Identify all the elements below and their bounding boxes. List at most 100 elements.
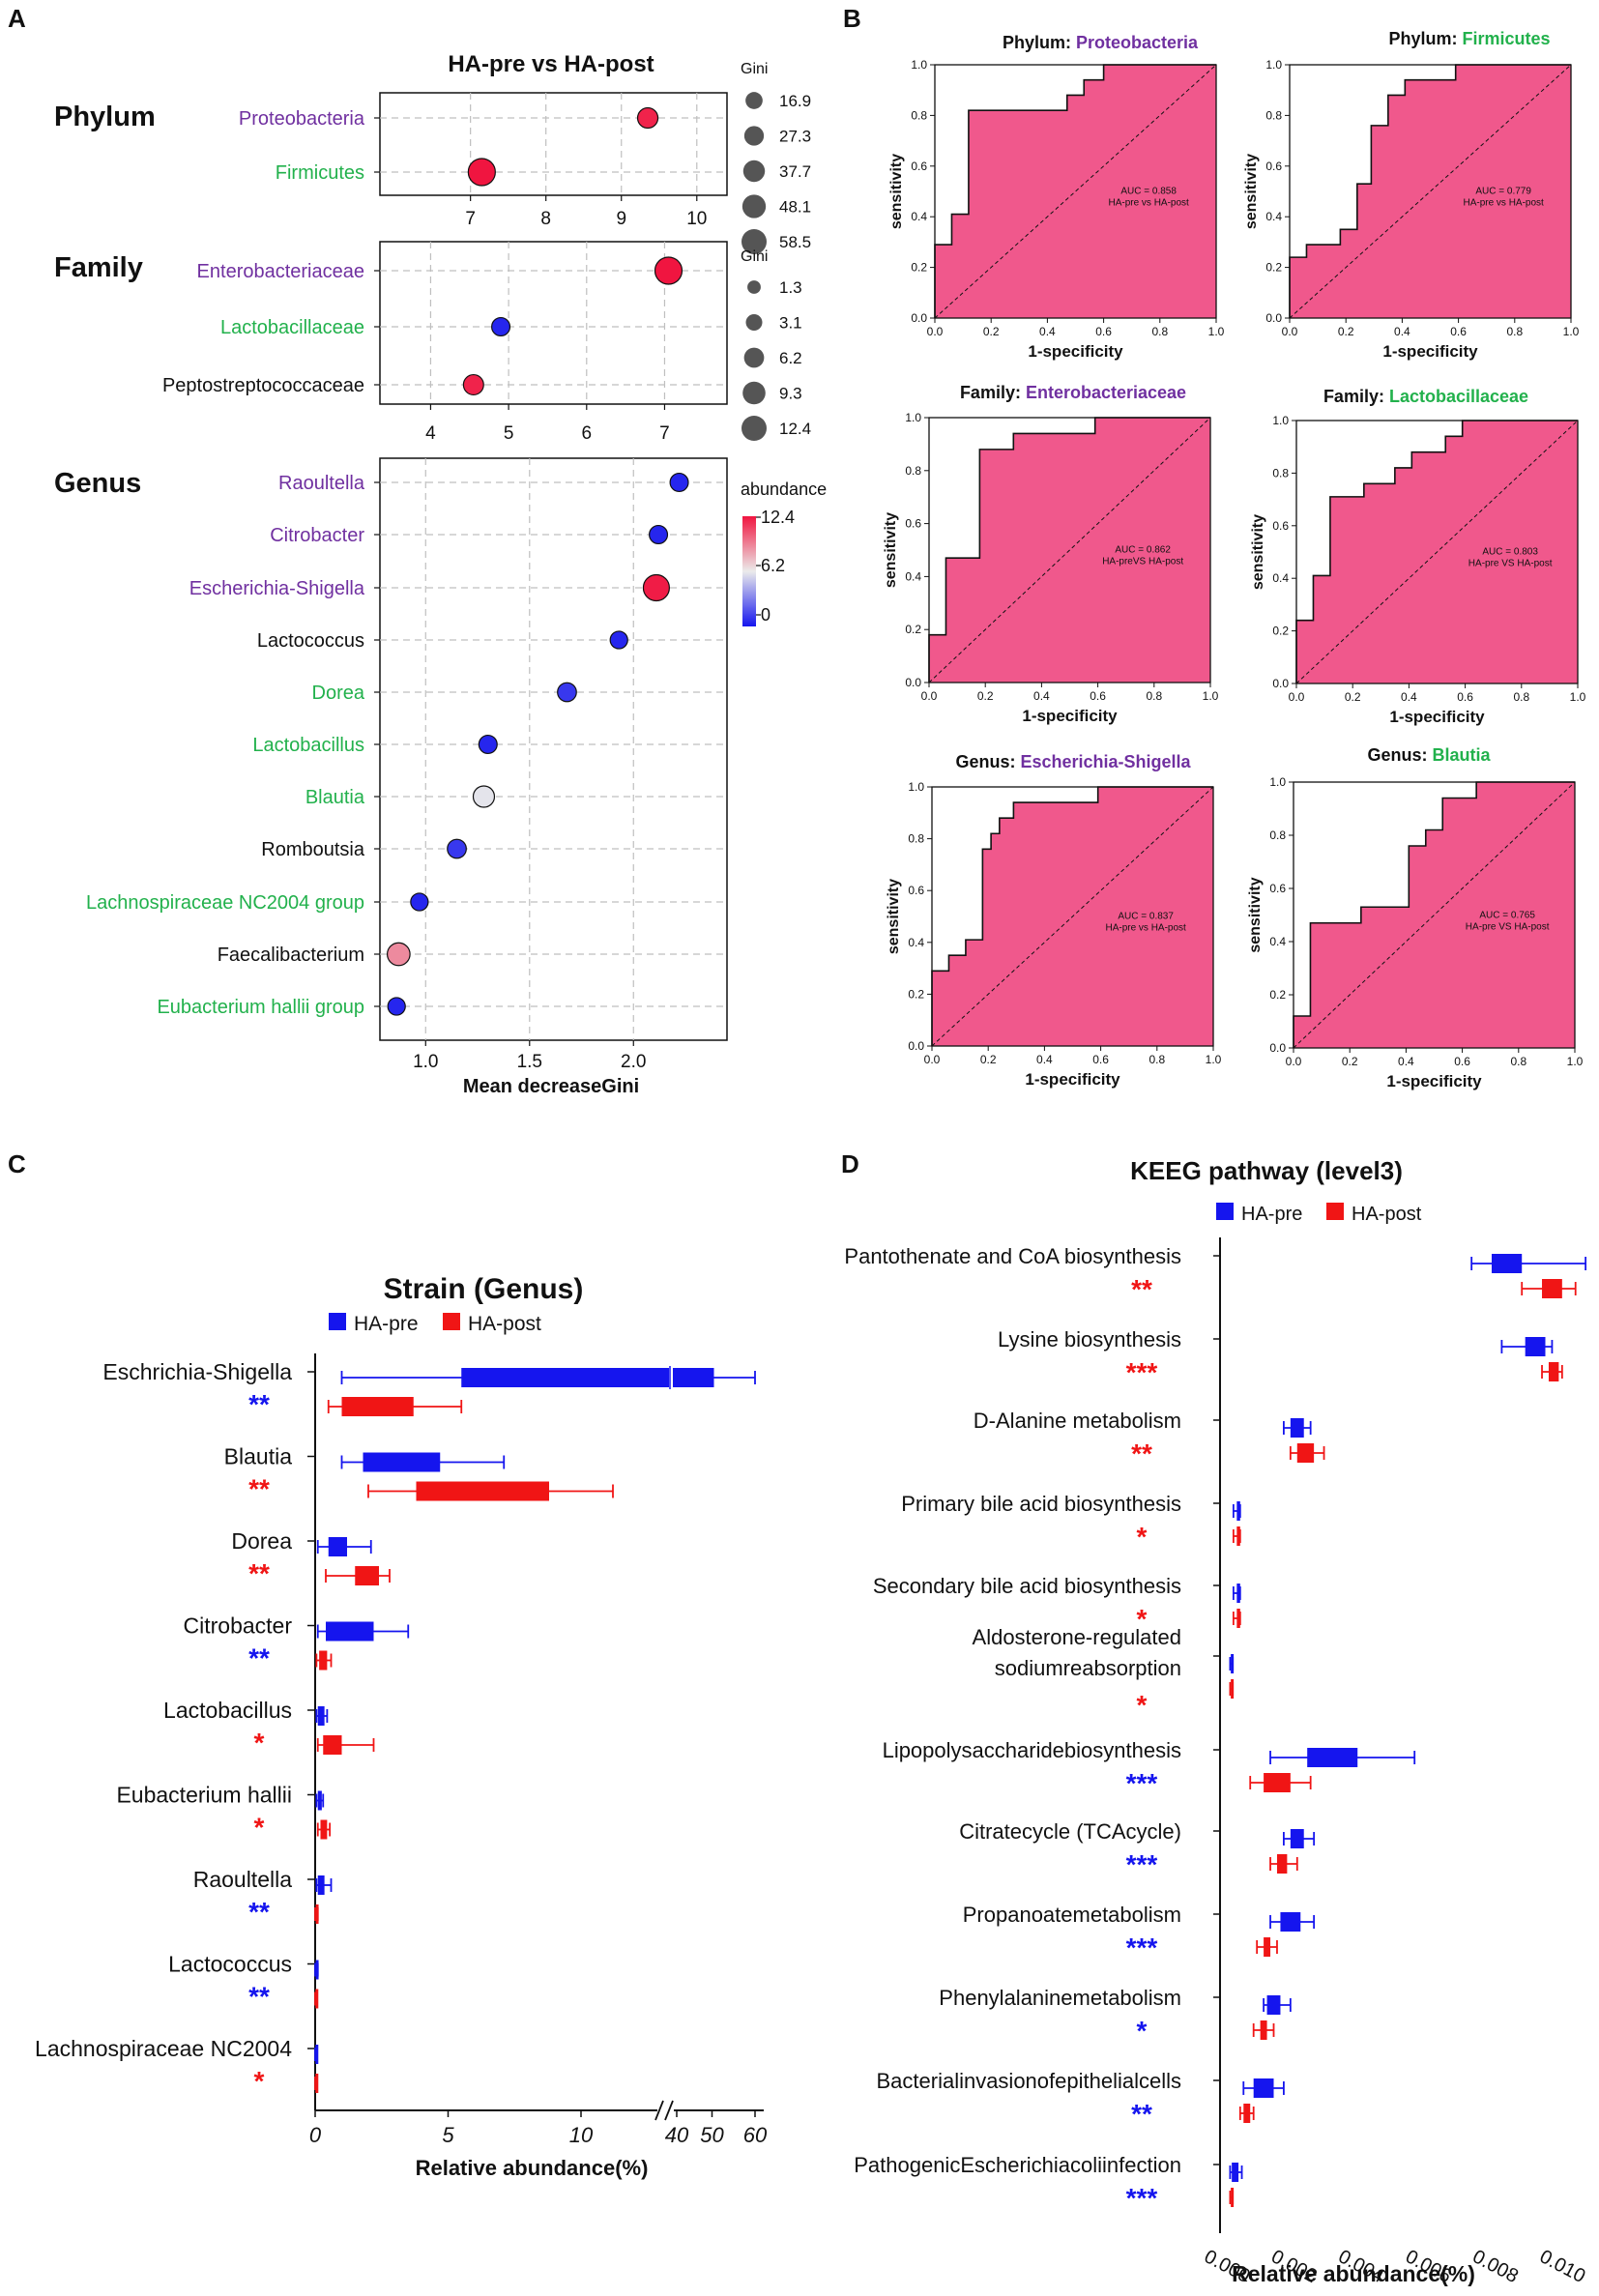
roc-frame — [934, 64, 1217, 319]
data-point — [467, 158, 496, 187]
roc-diagonal — [1289, 64, 1572, 319]
roc-area — [935, 65, 1216, 318]
roc-y-tick-label: 0.2 — [905, 623, 921, 636]
x-tick-label: 4 — [425, 423, 436, 444]
roc-title: Phylum: Proteobacteria — [1003, 33, 1199, 52]
roc-x-tick-label: 0.0 — [1282, 325, 1298, 338]
size-legend-title: Gini — [741, 61, 768, 77]
roc-y-tick-label: 0.8 — [908, 832, 924, 846]
roc-y-tick-label: 0.4 — [905, 569, 921, 583]
dotplot-frame — [379, 241, 728, 405]
panel-b: Phylum: Proteobacteria0.00.00.20.20.40.4… — [883, 29, 1586, 1090]
roc-ylabel: sensitivity — [883, 512, 899, 588]
roc-y-tick-label: 0.4 — [911, 210, 927, 223]
significance-label: *** — [1126, 2183, 1158, 2213]
x-tick-label: 0.010 — [1536, 2246, 1589, 2287]
box-post — [1231, 1679, 1235, 1699]
legend-label-pre: HA-pre — [1241, 1204, 1302, 1225]
roc-y-tick-label: 0.4 — [908, 936, 924, 949]
roc-x-tick-label: 0.0 — [921, 689, 938, 703]
box-pre — [1307, 1748, 1358, 1767]
x-tick-label: 8 — [540, 209, 551, 229]
size-legend-dot — [743, 126, 765, 146]
roc-y-tick-label: 0.4 — [1265, 210, 1282, 223]
taxon-label: Lactobacillaceae — [220, 317, 364, 338]
roc-x-tick-label: 0.8 — [1151, 325, 1168, 338]
significance-label: *** — [1126, 1849, 1158, 1879]
roc-y-tick-label: 0.0 — [911, 311, 927, 325]
size-legend-value: 9.3 — [779, 385, 802, 403]
roc-title-taxon: Proteobacteria — [1076, 33, 1199, 52]
roc-x-tick-label: 0.0 — [927, 325, 944, 338]
x-tick-label: 6 — [581, 423, 592, 444]
box-post — [341, 1397, 414, 1416]
roc-x-tick-label: 0.6 — [1454, 1055, 1470, 1068]
significance-label: * — [1137, 1522, 1148, 1552]
roc-x-tick-label: 0.6 — [1450, 325, 1467, 338]
roc-x-tick-label: 0.2 — [1342, 1055, 1358, 1068]
x-tick-label: 5 — [442, 2123, 454, 2147]
category-label: PathogenicEscherichiacoliinfection — [854, 2153, 1181, 2177]
roc-x-tick-label: 0.6 — [1090, 689, 1106, 703]
significance-label: *** — [1126, 1933, 1158, 1962]
box-post — [1542, 1279, 1562, 1298]
box-pre — [1236, 1501, 1240, 1521]
data-point — [462, 373, 484, 396]
box-pre — [1290, 1418, 1304, 1438]
x-tick-label: 0.008 — [1468, 2246, 1522, 2287]
category-label: Lachnospiraceae NC2004 — [35, 2036, 292, 2061]
category-label: Eubacterium hallii — [116, 1783, 292, 1808]
roc-y-tick-label: 0.0 — [1265, 311, 1282, 325]
roc-x-tick-label: 0.4 — [1394, 325, 1410, 338]
box-break-gap — [669, 1366, 673, 1389]
box-pre — [1231, 1654, 1235, 1673]
roc-x-tick-label: 0.2 — [983, 325, 1000, 338]
taxon-label: Lactobacillus — [252, 735, 364, 756]
roc-compare-text: HA-pre vs HA-post — [1463, 198, 1544, 209]
roc-curve — [1293, 781, 1575, 1048]
color-legend-value: 12.4 — [761, 508, 795, 527]
roc-y-tick-label: 0.8 — [905, 464, 921, 478]
roc-y-tick-label: 1.0 — [1272, 414, 1289, 427]
legend-swatch-pre — [1216, 1203, 1234, 1220]
roc-curve — [931, 786, 1213, 1046]
taxon-label: Dorea — [312, 683, 365, 704]
size-legend-value: 58.5 — [779, 233, 811, 251]
box-post — [416, 1481, 549, 1501]
roc-y-tick-label: 0.2 — [911, 261, 927, 275]
roc-diagonal — [1295, 420, 1579, 684]
roc-x-tick-label: 1.0 — [1206, 1053, 1222, 1066]
box-post — [355, 1566, 379, 1585]
x-tick-label: 10 — [686, 209, 707, 229]
roc-ylabel: sensitivity — [1250, 514, 1266, 590]
section-label-genus: Genus — [54, 468, 141, 499]
roc-y-tick-label: 0.0 — [908, 1039, 924, 1053]
box-pre — [315, 1960, 319, 1980]
roc-title-level: Phylum: — [1388, 29, 1462, 48]
category-label: Lysine biosynthesis — [998, 1327, 1181, 1351]
roc-compare-text: HA-preVS HA-post — [1102, 557, 1183, 567]
box-pre — [1280, 1912, 1301, 1932]
box-post — [1236, 1609, 1240, 1628]
size-legend-dot — [745, 92, 763, 109]
roc-x-tick-label: 0.8 — [1148, 1053, 1165, 1066]
box-pre — [328, 1537, 347, 1556]
box-post — [1243, 2104, 1251, 2123]
significance-label: ** — [1131, 1439, 1152, 1468]
roc-xlabel: 1-specificity — [1382, 342, 1478, 361]
box-pre — [326, 1621, 374, 1642]
significance-label: * — [1137, 1690, 1148, 1720]
roc-title-taxon: Firmicutes — [1462, 29, 1550, 48]
data-point — [447, 838, 467, 859]
significance-label: * — [254, 1728, 265, 1758]
taxon-label: Peptostreptococcaceae — [162, 375, 364, 396]
roc-auc-text: AUC = 0.803 — [1482, 547, 1538, 558]
data-point — [642, 573, 670, 602]
roc-title-level: Genus: — [955, 752, 1020, 771]
data-point — [472, 785, 496, 808]
significance-label: ** — [1131, 2099, 1152, 2129]
significance-label: * — [1137, 2016, 1148, 2046]
roc-auc-text: AUC = 0.765 — [1479, 910, 1535, 920]
roc-y-tick-label: 0.6 — [905, 517, 921, 531]
taxon-label: Proteobacteria — [239, 108, 365, 130]
